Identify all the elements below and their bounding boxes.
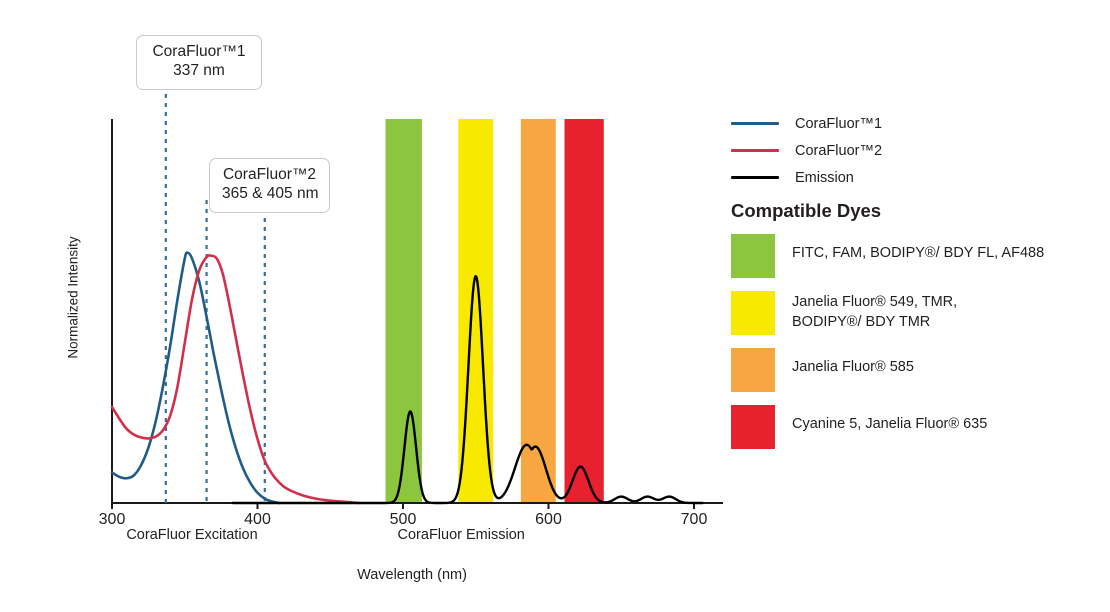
red-band — [564, 119, 604, 503]
marker-line-group — [164, 94, 266, 503]
callout-corafluor1: CoraFluor™1 337 nm — [136, 35, 262, 90]
compatible-dyes-title: Compatible Dyes — [731, 200, 882, 221]
x-tick-500: 500 — [389, 511, 417, 528]
curve-group — [110, 251, 704, 505]
x-tick-600: 600 — [535, 511, 562, 528]
dye-color-swatch — [731, 291, 775, 335]
legend-item-2: Emission — [731, 164, 1091, 191]
dye-label: Janelia Fluor® 549, TMR, BODIPY®/ BDY TM… — [792, 294, 958, 330]
series-legend: CoraFluor™1 CoraFluor™2 Emission — [731, 110, 1091, 191]
dye-label: Cyanine 5, Janelia Fluor® 635 — [792, 416, 988, 432]
dye-label: Janelia Fluor® 585 — [792, 359, 914, 375]
curve-corafluor1 — [110, 251, 281, 505]
legend-item-1: CoraFluor™2 — [731, 137, 1091, 164]
legend-line-swatch — [731, 122, 779, 125]
legend-item-label: CoraFluor™2 — [795, 142, 883, 159]
x-tick-300: 300 — [98, 511, 126, 528]
dye-row-3: Cyanine 5, Janelia Fluor® 635 — [731, 405, 1101, 449]
x-tick-700: 700 — [680, 511, 708, 528]
band-group — [385, 119, 604, 503]
x-tick-400: 400 — [244, 511, 271, 528]
callout-1-line1: CoraFluor™1 — [152, 43, 246, 60]
legend-item-0: CoraFluor™1 — [731, 110, 1091, 137]
callout-2-line1: CoraFluor™2 — [222, 166, 317, 183]
callout-1-line2: 337 nm — [173, 61, 225, 79]
dye-label: FITC, FAM, BODIPY®/ BDY FL, AF488 — [792, 245, 1045, 261]
dye-row-1: Janelia Fluor® 549, TMR, BODIPY®/ BDY TM… — [731, 291, 1101, 335]
compatible-dyes-list: FITC, FAM, BODIPY®/ BDY FL, AF488 Janelia… — [731, 234, 1101, 462]
callout-corafluor2: CoraFluor™2 365 & 405 nm — [209, 158, 330, 213]
y-axis-title: Normalized Intensity — [65, 236, 81, 359]
dye-color-swatch — [731, 405, 775, 449]
orange-band — [520, 119, 556, 503]
dye-row-2: Janelia Fluor® 585 — [731, 348, 1101, 392]
legend-line-swatch — [731, 149, 779, 152]
dye-color-swatch — [731, 348, 775, 392]
curve-corafluor2 — [110, 254, 361, 505]
curve-emission — [231, 275, 704, 505]
dye-row-0: FITC, FAM, BODIPY®/ BDY FL, AF488 — [731, 234, 1101, 278]
legend-item-label: CoraFluor™1 — [795, 115, 883, 132]
x-sublabel-emission: CoraFluor Emission — [397, 527, 525, 543]
dye-color-swatch — [731, 234, 775, 278]
legend-line-swatch — [731, 176, 779, 179]
legend-item-label: Emission — [795, 169, 854, 186]
x-axis-title: Wavelength (nm) — [357, 567, 467, 583]
callout-2-line2: 365 & 405 nm — [222, 184, 319, 202]
x-sublabel-excitation: CoraFluor Excitation — [126, 527, 258, 543]
